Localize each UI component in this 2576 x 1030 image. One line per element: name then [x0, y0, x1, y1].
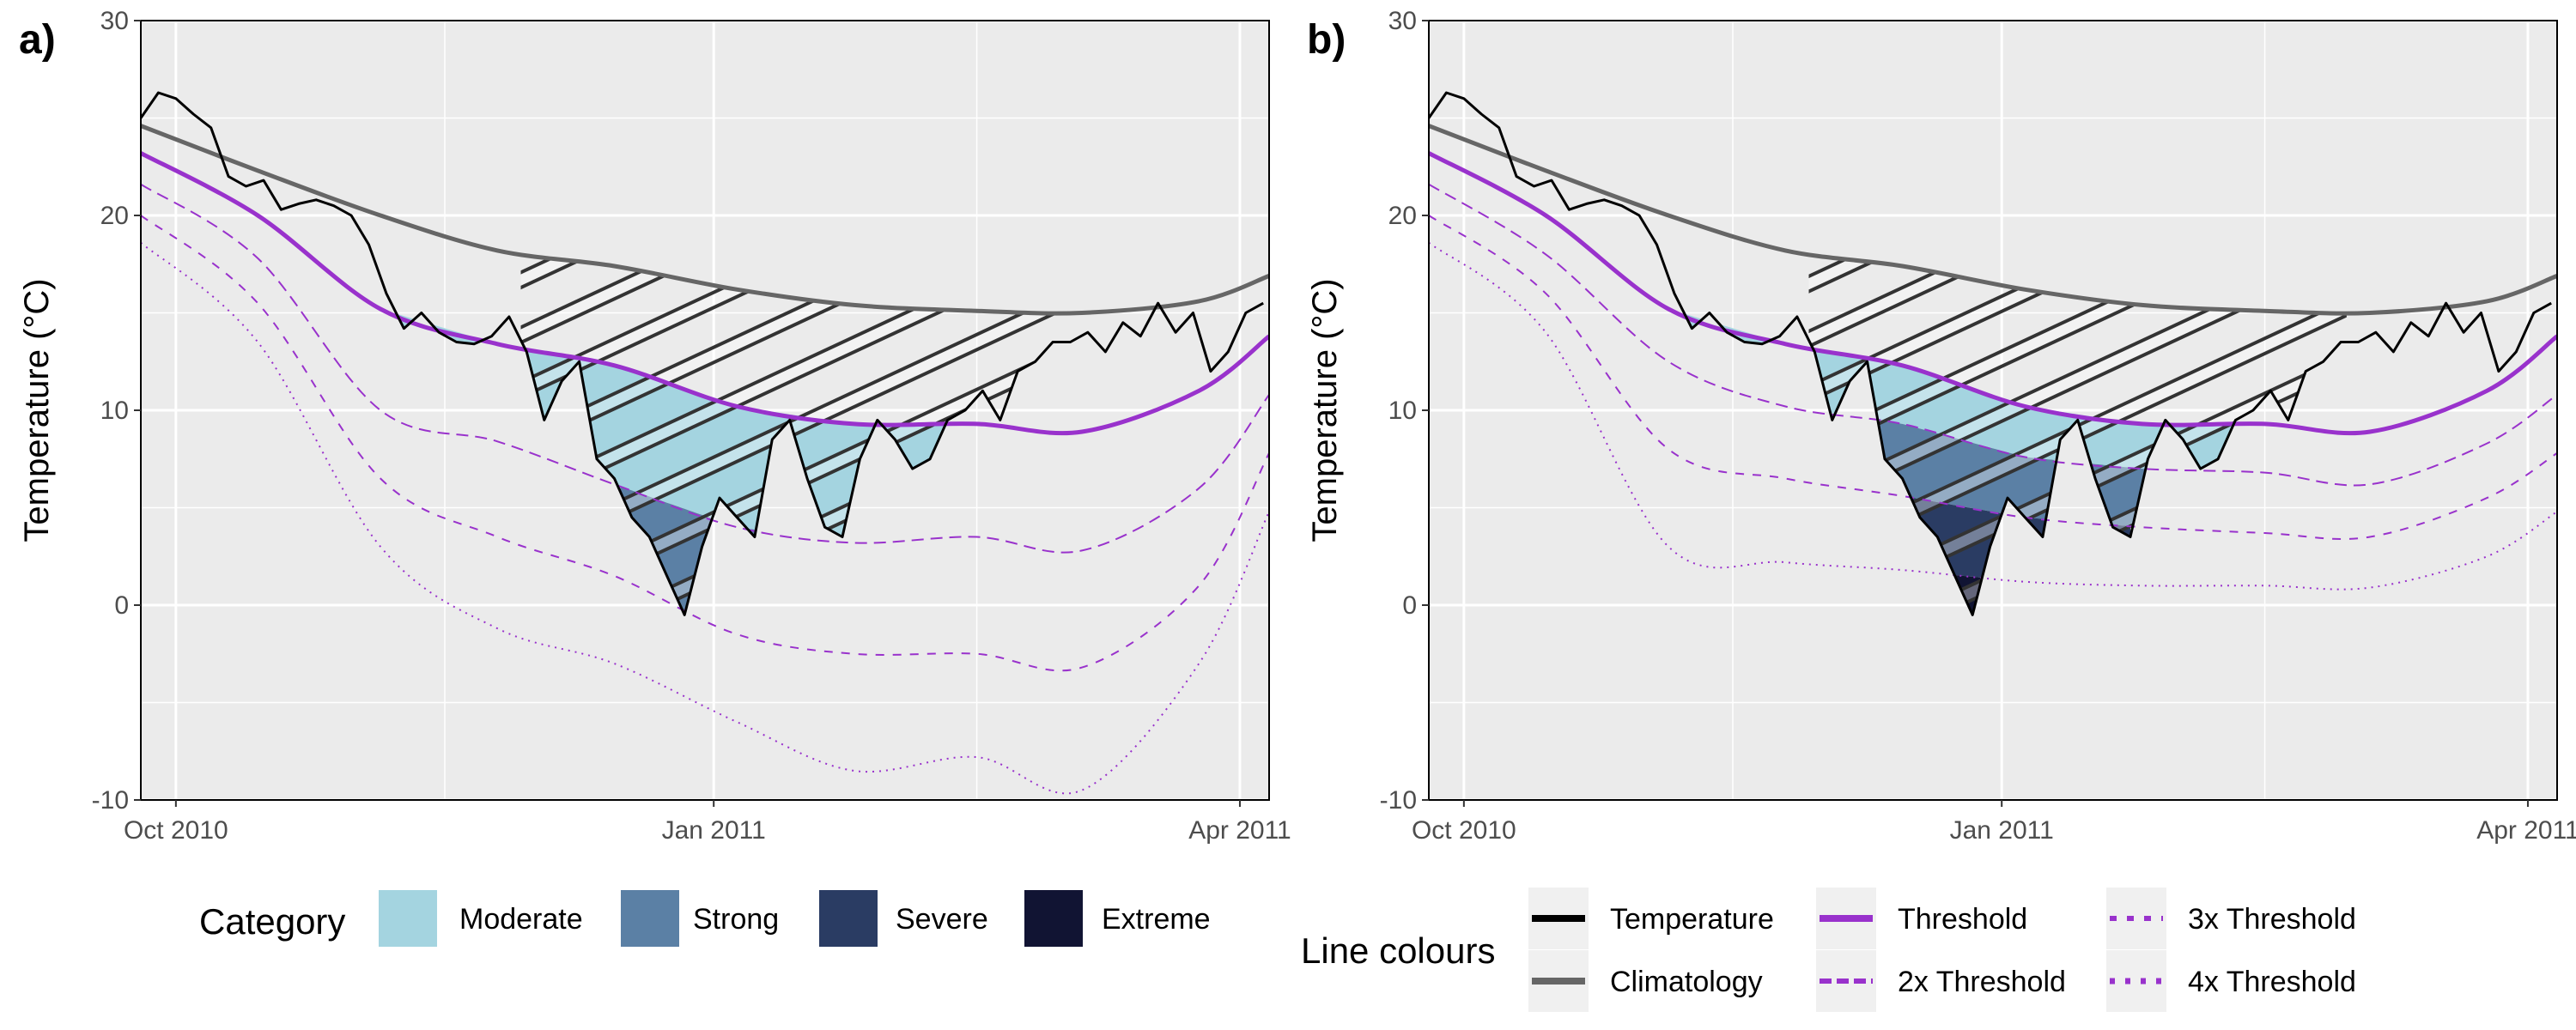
legend-category: Category Moderate Strong Severe Extreme: [199, 888, 1211, 948]
legend-line-label-threshold: Threshold: [1898, 903, 2027, 936]
series-line-climatology: [1429, 124, 2557, 316]
x-tick-label: Oct 2010: [1412, 816, 1516, 845]
y-tick-label: 30: [1388, 7, 1417, 35]
event-hatch: [1808, 253, 2347, 615]
x-tick-label: Jan 2011: [1950, 816, 2054, 845]
panel-label: a): [19, 17, 56, 63]
y-tick-label: 10: [1388, 397, 1417, 425]
x-tick-label: Jan 2011: [662, 816, 766, 845]
y-tick-label: 0: [1402, 591, 1417, 620]
y-tick-label: 10: [100, 397, 129, 425]
series-line-3x-threshold: [141, 215, 1269, 672]
y-tick-label: -10: [92, 786, 129, 815]
legend-category-title: Category: [199, 901, 345, 942]
series-line-2x-threshold: [1429, 183, 2557, 487]
series-line-3x-threshold: [1429, 215, 2557, 540]
legend-line-label-climatology: Climatology: [1610, 966, 1763, 998]
series-line-temperature: [1429, 91, 2552, 616]
panel-b: -10 0 10 20 30 Oct 2010 Jan 2011 Apr 2011 Temper…: [1306, 7, 2576, 845]
series-line-2x-threshold: [141, 183, 1269, 554]
series-line-threshold: [1429, 151, 2557, 436]
series-line-temperature: [141, 91, 1264, 616]
legend-label-moderate: Moderate: [459, 903, 583, 936]
series-line-climatology: [141, 124, 1269, 316]
legend-label-extreme: Extreme: [1102, 903, 1211, 936]
y-axis-title: Temperature (°C): [1306, 278, 1344, 542]
legend-key-extreme: [1023, 888, 1084, 948]
plot-area: [141, 91, 1269, 795]
legend-lines: Line colours Temperature Climatology Thres…: [1301, 888, 2356, 1012]
legend-line-label-4x-threshold: 4x Threshold: [2188, 966, 2356, 998]
legend-lines-title: Line colours: [1301, 930, 1495, 971]
panel-a: -10 0 10 20 30 Oct 2010 Jan 2011 Apr 2011 Temper…: [18, 7, 1291, 845]
y-tick-label: 20: [100, 202, 129, 230]
legend-key-severe: [817, 888, 879, 948]
y-tick-label: 0: [114, 591, 129, 620]
x-tick-label: Oct 2010: [124, 816, 228, 845]
legend-label-strong: Strong: [693, 903, 779, 936]
y-tick-label: 30: [100, 7, 129, 35]
event-hatch: [520, 253, 1059, 615]
panel-label: b): [1307, 17, 1346, 63]
y-axis-title: Temperature (°C): [18, 278, 56, 542]
legend-line-label-3x-threshold: 3x Threshold: [2188, 903, 2356, 936]
legend-key-moderate: [377, 888, 439, 948]
legend-key-strong: [619, 888, 681, 948]
y-tick-label: -10: [1380, 786, 1417, 815]
x-tick-label: Apr 2011: [2476, 816, 2576, 845]
legend-line-label-2x-threshold: 2x Threshold: [1898, 966, 2066, 998]
legend-label-severe: Severe: [896, 903, 988, 936]
series-line-threshold: [141, 151, 1269, 436]
x-tick-label: Apr 2011: [1188, 816, 1291, 845]
plot-area: [1429, 91, 2557, 616]
legend-line-label-temperature: Temperature: [1610, 903, 1774, 936]
y-tick-label: 20: [1388, 202, 1417, 230]
